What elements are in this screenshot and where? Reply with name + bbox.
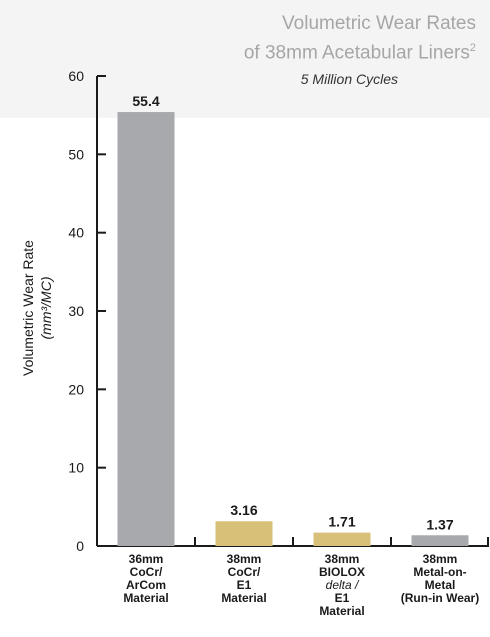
chart-subtitle: 5 Million Cycles <box>300 71 398 87</box>
category-label-line: BIOLOX <box>319 565 365 579</box>
category-label: 36mm CoCr/ArCom Material <box>123 552 168 605</box>
value-label: 1.37 <box>426 516 453 532</box>
category-label: 38mm BIOLOX delta / E1 Material <box>319 552 365 618</box>
category-label-line: CoCr/ <box>130 565 163 579</box>
category-label-line: E1 <box>335 591 350 605</box>
category-label-line: Material <box>221 591 266 605</box>
chart-title-line-2: of 38mm Acetabular Liners2 <box>244 36 476 65</box>
header-band <box>0 0 490 118</box>
category-label: 38mm Metal-on-Metal (Run-in Wear) <box>401 552 479 605</box>
value-label: 3.16 <box>230 502 257 518</box>
y-axis-title: Volumetric Wear Rate (mm³/MC) <box>20 240 54 376</box>
bar <box>313 532 371 546</box>
category-label-line: Material <box>319 604 364 618</box>
y-axis-label: Volumetric Wear Rate <box>20 240 36 376</box>
category-label-line: delta / <box>326 578 360 592</box>
y-tick-label: 0 <box>76 538 84 554</box>
title-footnote-marker: 2 <box>469 42 476 54</box>
y-axis-unit: (mm³/MC) <box>38 277 54 340</box>
category-label-line: (Run-in Wear) <box>401 591 479 605</box>
y-tick-label: 30 <box>68 303 84 319</box>
category-label-line: E1 <box>237 578 252 592</box>
y-tick-label: 10 <box>68 460 84 476</box>
category-label-line: ArCom <box>126 578 166 592</box>
category-label-line: 38mm <box>325 552 360 566</box>
y-tick-label: 40 <box>68 225 84 241</box>
chart-title-line-1: Volumetric Wear Rates <box>282 13 476 34</box>
category-label-line: 38mm <box>227 552 262 566</box>
category-label-line: Metal <box>425 578 456 592</box>
bars <box>117 112 469 547</box>
category-label: 38mm CoCr/E1 Material <box>221 552 266 605</box>
category-label-line: 38mm <box>423 552 458 566</box>
bar <box>411 535 469 546</box>
y-tick-label: 20 <box>68 381 84 397</box>
bar <box>215 521 273 546</box>
chart-title: Volumetric Wear Rates of 38mm Acetabular… <box>244 12 476 65</box>
value-label: 55.4 <box>132 93 159 109</box>
value-label: 1.71 <box>328 514 355 530</box>
chart-title-line-2-text: of 38mm Acetabular Liners <box>243 42 470 64</box>
category-label-line: Material <box>123 591 168 605</box>
category-label-line: CoCr/ <box>228 565 261 579</box>
y-tick-label: 50 <box>68 146 84 162</box>
category-label-line: 36mm <box>129 552 164 566</box>
category-label-line: Metal-on- <box>413 565 466 579</box>
y-tick-label: 60 <box>68 68 84 84</box>
bar <box>117 112 175 547</box>
